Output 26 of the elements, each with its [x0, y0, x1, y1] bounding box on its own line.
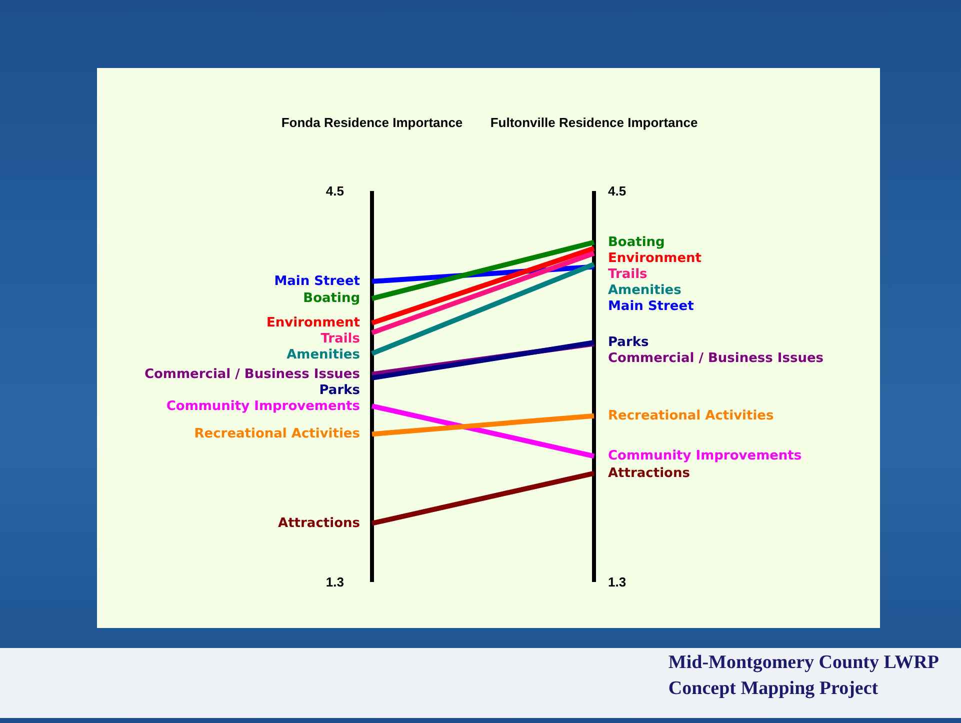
series-label: Recreational Activities — [194, 426, 360, 442]
series-label: Commercial / Business Issues — [144, 366, 360, 382]
text: Main Street — [608, 298, 694, 314]
series-label: Parks — [319, 382, 360, 398]
series-label: Community Improvements — [166, 398, 360, 414]
series-label: Attractions — [278, 516, 360, 531]
text: Environment — [608, 250, 702, 266]
x-tick-label: Fonda Residence Importance — [281, 115, 463, 130]
y2-tick-label: 1.3 — [608, 574, 626, 590]
text: Attractions — [608, 466, 690, 481]
text: Boating — [608, 234, 665, 250]
text: Amenities — [608, 282, 682, 298]
text: Mid-Montgomery County LWRP — [668, 651, 939, 675]
x-tick-label: Fultonville Residence Importance — [490, 115, 698, 130]
text: Parks — [608, 335, 649, 350]
series-label: Trails — [320, 331, 360, 346]
y2-tick-label: 4.5 — [608, 184, 626, 198]
text: Community Improvements — [608, 448, 802, 464]
series-label: Environment — [266, 315, 360, 330]
text: Commercial / Business Issues — [608, 351, 824, 366]
text: Trails — [608, 266, 648, 282]
text: Recreational Activities — [608, 408, 774, 424]
series-label: Boating — [303, 291, 360, 306]
series-label: Main Street — [274, 274, 360, 289]
text: Concept Mapping Project — [668, 677, 880, 701]
series-label: Amenities — [286, 347, 360, 362]
